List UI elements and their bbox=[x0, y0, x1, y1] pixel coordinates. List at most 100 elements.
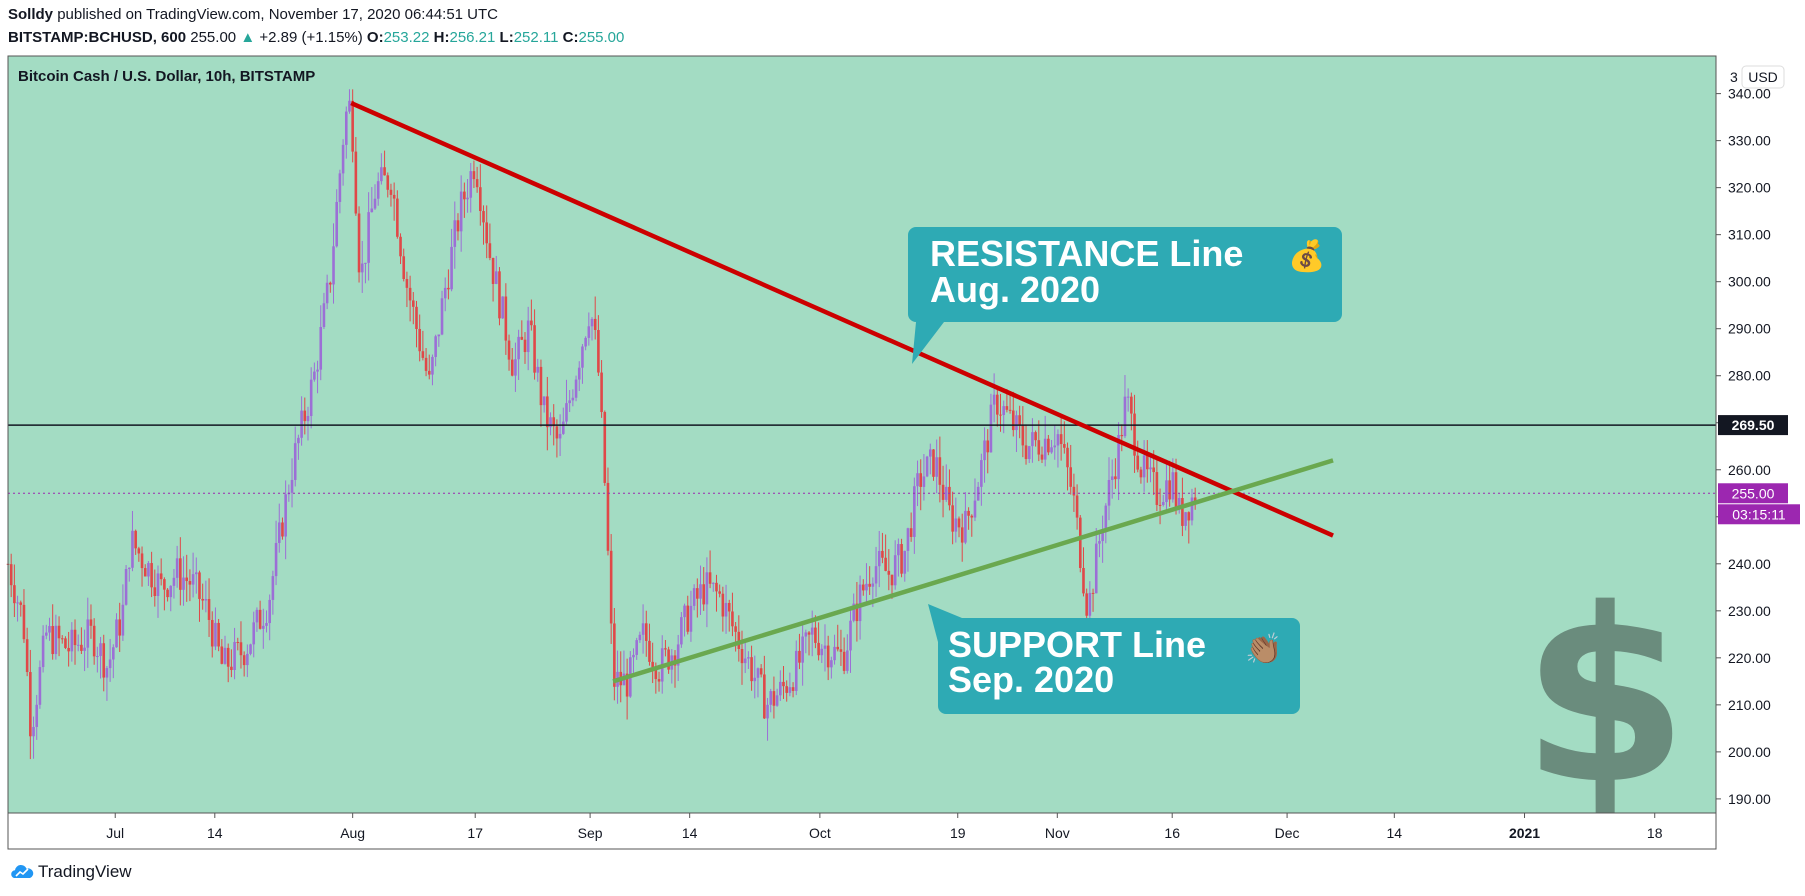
candle-body bbox=[517, 336, 520, 360]
candle-body bbox=[957, 518, 961, 528]
time-axis[interactable]: Jul 14 Aug 17 Sep 14 Oct 19 Nov 16 Dec 14 2021 18 bbox=[106, 813, 1663, 841]
author-name[interactable]: Solldy bbox=[8, 6, 54, 23]
candle-body bbox=[817, 642, 820, 656]
brand-name: TradingView bbox=[38, 862, 132, 881]
candle-body bbox=[463, 191, 466, 200]
time-tick-label: Oct bbox=[809, 825, 831, 841]
candle-body bbox=[967, 510, 970, 516]
candle-body bbox=[852, 603, 856, 621]
candle-body bbox=[766, 704, 769, 719]
candle-body bbox=[890, 574, 894, 586]
candle-body bbox=[297, 437, 300, 444]
candle-body bbox=[1117, 434, 1120, 480]
candle-body bbox=[281, 522, 284, 537]
candle-body bbox=[948, 486, 951, 506]
candle-body bbox=[268, 599, 271, 624]
candle-body bbox=[469, 171, 473, 198]
candle-body bbox=[147, 563, 150, 577]
candle-body bbox=[973, 500, 977, 518]
candle-body bbox=[731, 611, 734, 627]
candle-body bbox=[555, 426, 559, 439]
price-tick-label: 340.00 bbox=[1728, 86, 1771, 102]
candle-body bbox=[970, 515, 974, 518]
close-value: 255.00 bbox=[578, 29, 625, 46]
candle-body bbox=[1146, 455, 1149, 470]
ohlc-header: BITSTAMP:BCHUSD, 600 255.00 ▲ +2.89 (+1.… bbox=[8, 29, 624, 46]
candle-body bbox=[127, 567, 131, 569]
candle-body bbox=[632, 654, 635, 658]
candle-body bbox=[1114, 476, 1117, 480]
candle-body bbox=[1075, 495, 1079, 518]
candle-body bbox=[60, 638, 64, 640]
candle-body bbox=[22, 604, 26, 640]
candle-body bbox=[226, 647, 230, 667]
candle-body bbox=[753, 677, 757, 682]
candle-body bbox=[826, 645, 830, 668]
tradingview-logo[interactable]: TradingView bbox=[10, 862, 132, 882]
candle-body bbox=[721, 593, 725, 617]
candle-body bbox=[453, 220, 457, 247]
candle-body bbox=[1021, 425, 1025, 446]
candle-body bbox=[552, 417, 556, 427]
candle-body bbox=[332, 246, 335, 285]
candle-body bbox=[150, 563, 153, 588]
candle-body bbox=[338, 173, 342, 202]
candle-body bbox=[820, 648, 824, 656]
candle-body bbox=[989, 404, 993, 453]
candle-body bbox=[54, 625, 58, 655]
candle-body bbox=[105, 668, 109, 678]
candle-body bbox=[699, 584, 702, 599]
candle-body bbox=[772, 691, 776, 706]
candle-body bbox=[855, 603, 859, 622]
support-trendline[interactable] bbox=[612, 458, 1334, 684]
time-tick-label: 18 bbox=[1647, 825, 1663, 841]
candle-body bbox=[1193, 497, 1197, 503]
candle-body bbox=[1098, 541, 1101, 544]
candle-body bbox=[715, 582, 718, 592]
cloud-logo-icon bbox=[11, 864, 34, 878]
symbol-label: BITSTAMP:BCHUSD, 600 bbox=[8, 29, 187, 46]
price-tick-label: 200.00 bbox=[1728, 744, 1771, 760]
candle-body bbox=[102, 643, 106, 678]
candle-body bbox=[51, 626, 54, 655]
candle-body bbox=[1101, 532, 1104, 542]
candle-body bbox=[1133, 413, 1136, 456]
chart-title: Bitcoin Cash / U.S. Dollar, 10h, BITSTAM… bbox=[18, 68, 315, 85]
candle-body bbox=[300, 410, 303, 438]
candle-body bbox=[115, 619, 118, 648]
candle-body bbox=[230, 666, 233, 670]
candle-body bbox=[1094, 543, 1098, 594]
resistance-callout[interactable]: RESISTANCE Line Aug. 2020 💰 bbox=[908, 227, 1342, 364]
candle-body bbox=[839, 649, 843, 652]
open-value: 253.22 bbox=[383, 29, 430, 46]
candle-body bbox=[44, 632, 48, 636]
candle-body bbox=[1082, 567, 1085, 594]
candle-body bbox=[877, 550, 881, 567]
candle-body bbox=[868, 583, 871, 587]
candle-body bbox=[788, 687, 792, 693]
support-callout[interactable]: SUPPORT Line Sep. 2020 👏🏽 bbox=[928, 604, 1300, 714]
candle-body bbox=[654, 667, 658, 680]
candle-body bbox=[140, 553, 144, 569]
resistance-trendline[interactable] bbox=[350, 100, 1334, 538]
candle-body bbox=[118, 619, 121, 636]
candle-body bbox=[159, 573, 163, 580]
candle-body bbox=[319, 326, 323, 370]
time-tick-label: 14 bbox=[207, 825, 223, 841]
candle-body bbox=[466, 197, 469, 200]
candle-body bbox=[290, 479, 294, 493]
candle-body bbox=[928, 449, 932, 457]
candle-body bbox=[1078, 517, 1082, 568]
candle-body bbox=[92, 625, 96, 657]
candle-body bbox=[763, 674, 766, 719]
candle-body bbox=[354, 151, 358, 214]
candle-body bbox=[782, 681, 785, 687]
candle-body bbox=[32, 726, 35, 737]
candle-body bbox=[1174, 472, 1178, 508]
candle-body bbox=[485, 222, 488, 244]
candle-body bbox=[561, 421, 565, 434]
candle-body bbox=[440, 298, 444, 335]
candle-body bbox=[258, 609, 262, 629]
currency-badge[interactable] bbox=[1741, 65, 1785, 89]
